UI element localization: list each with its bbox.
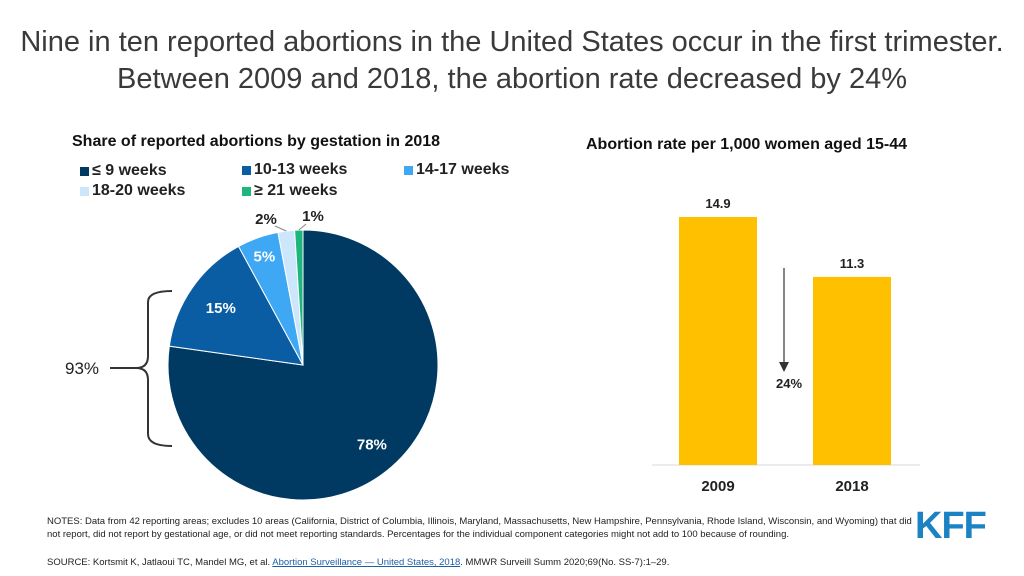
bar-chart: 14.9 2009 11.3 2018 24% bbox=[652, 196, 920, 495]
first-trimester-annotation: 93% bbox=[65, 359, 99, 378]
legend-swatch bbox=[242, 186, 251, 196]
page-title: Nine in ten reported abortions in the Un… bbox=[20, 26, 1004, 95]
legend-swatch bbox=[404, 165, 413, 175]
leader-line-18-20-weeks bbox=[274, 225, 287, 232]
charts-canvas: 78% 15% 5% 2% 1% 93% 14.9 2009 11.3 2018 24% bbox=[65, 196, 920, 501]
x-tick-2009: 2009 bbox=[701, 478, 734, 495]
first-trimester-brace bbox=[135, 290, 173, 447]
kff-logo: KFF bbox=[915, 505, 987, 547]
label-21-weeks: 1% bbox=[302, 208, 324, 225]
legend-item-18-20-weeks: 18-20 weeks bbox=[80, 182, 185, 200]
bar-chart-title: Abortion rate per 1,000 women aged 15-44 bbox=[586, 136, 907, 153]
legend-item-14-17-weeks: 14-17 weeks bbox=[404, 161, 509, 179]
legend-swatch bbox=[80, 166, 89, 176]
bar-2018 bbox=[813, 276, 891, 465]
legend-swatch bbox=[80, 186, 89, 196]
leader-line-21-weeks bbox=[298, 223, 307, 231]
bar-2009 bbox=[679, 217, 757, 465]
decrease-arrow-head bbox=[779, 362, 789, 372]
legend-item-9-weeks: ≤ 9 weeks bbox=[80, 162, 167, 180]
source-text: SOURCE: Kortsmit K, Jatlaoui TC, Mandel … bbox=[47, 556, 917, 569]
slice-10-13-weeks bbox=[168, 245, 304, 366]
label-14-17-weeks: 5% bbox=[254, 249, 276, 266]
label-10-13-weeks: 15% bbox=[206, 300, 236, 317]
legend-label: 18-20 weeks bbox=[92, 182, 186, 199]
legend-item-21-weeks: ≥ 21 weeks bbox=[242, 182, 338, 200]
value-label-2018: 11.3 bbox=[840, 256, 865, 271]
legend-label: ≤ 9 weeks bbox=[92, 162, 167, 179]
x-tick-2018: 2018 bbox=[835, 478, 868, 495]
pie-chart-title: Share of reported abortions by gestation… bbox=[72, 133, 441, 150]
pie-chart: 78% 15% 5% 2% 1% 93% bbox=[65, 208, 439, 501]
source-link[interactable]: Abortion Surveillance — United States, 2… bbox=[272, 557, 461, 568]
legend-label: 10-13 weeks bbox=[254, 161, 348, 178]
legend-label: ≥ 21 weeks bbox=[254, 182, 338, 199]
value-label-2009: 14.9 bbox=[705, 196, 730, 211]
label-9-weeks: 78% bbox=[357, 436, 387, 453]
notes-text: NOTES: Data from 42 reporting areas; exc… bbox=[47, 516, 912, 540]
source-prefix: SOURCE: Kortsmit K, Jatlaoui TC, Mandel … bbox=[47, 557, 271, 568]
label-18-20-weeks: 2% bbox=[255, 211, 277, 228]
legend-label: 14-17 weeks bbox=[416, 161, 510, 178]
legend-swatch bbox=[242, 165, 251, 175]
decrease-annotation: 24% bbox=[776, 376, 802, 391]
legend-item-10-13-weeks: 10-13 weeks bbox=[242, 161, 347, 179]
source-suffix: . MMWR Surveill Summ 2020;69(No. SS-7):1… bbox=[460, 557, 670, 568]
